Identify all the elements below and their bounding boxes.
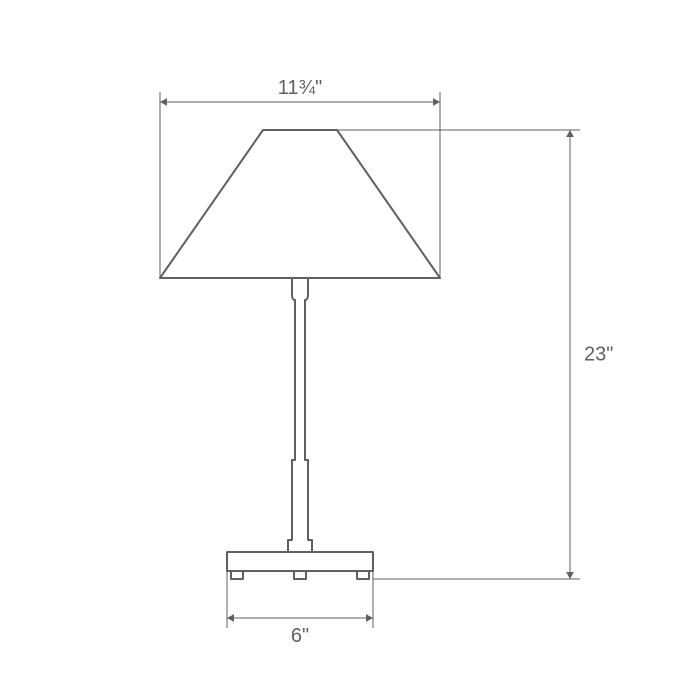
lamp-base-plate (227, 552, 373, 571)
lamp-foot (294, 571, 306, 579)
lamp-shade (160, 130, 440, 278)
dim-shade-width-label: 11¾" (278, 77, 323, 99)
dim-base-width-label: 6" (291, 625, 309, 647)
lamp-neck (292, 278, 308, 300)
dim-total-height-label: 23" (584, 344, 613, 366)
lamp-foot (357, 571, 369, 579)
lamp-foot (231, 571, 243, 579)
lamp-pole-lower (292, 460, 308, 540)
lamp-boss (288, 540, 312, 552)
lamp-dimension-diagram: 11¾" 23" 6" (0, 0, 700, 700)
lamp-pole-upper (295, 300, 305, 460)
